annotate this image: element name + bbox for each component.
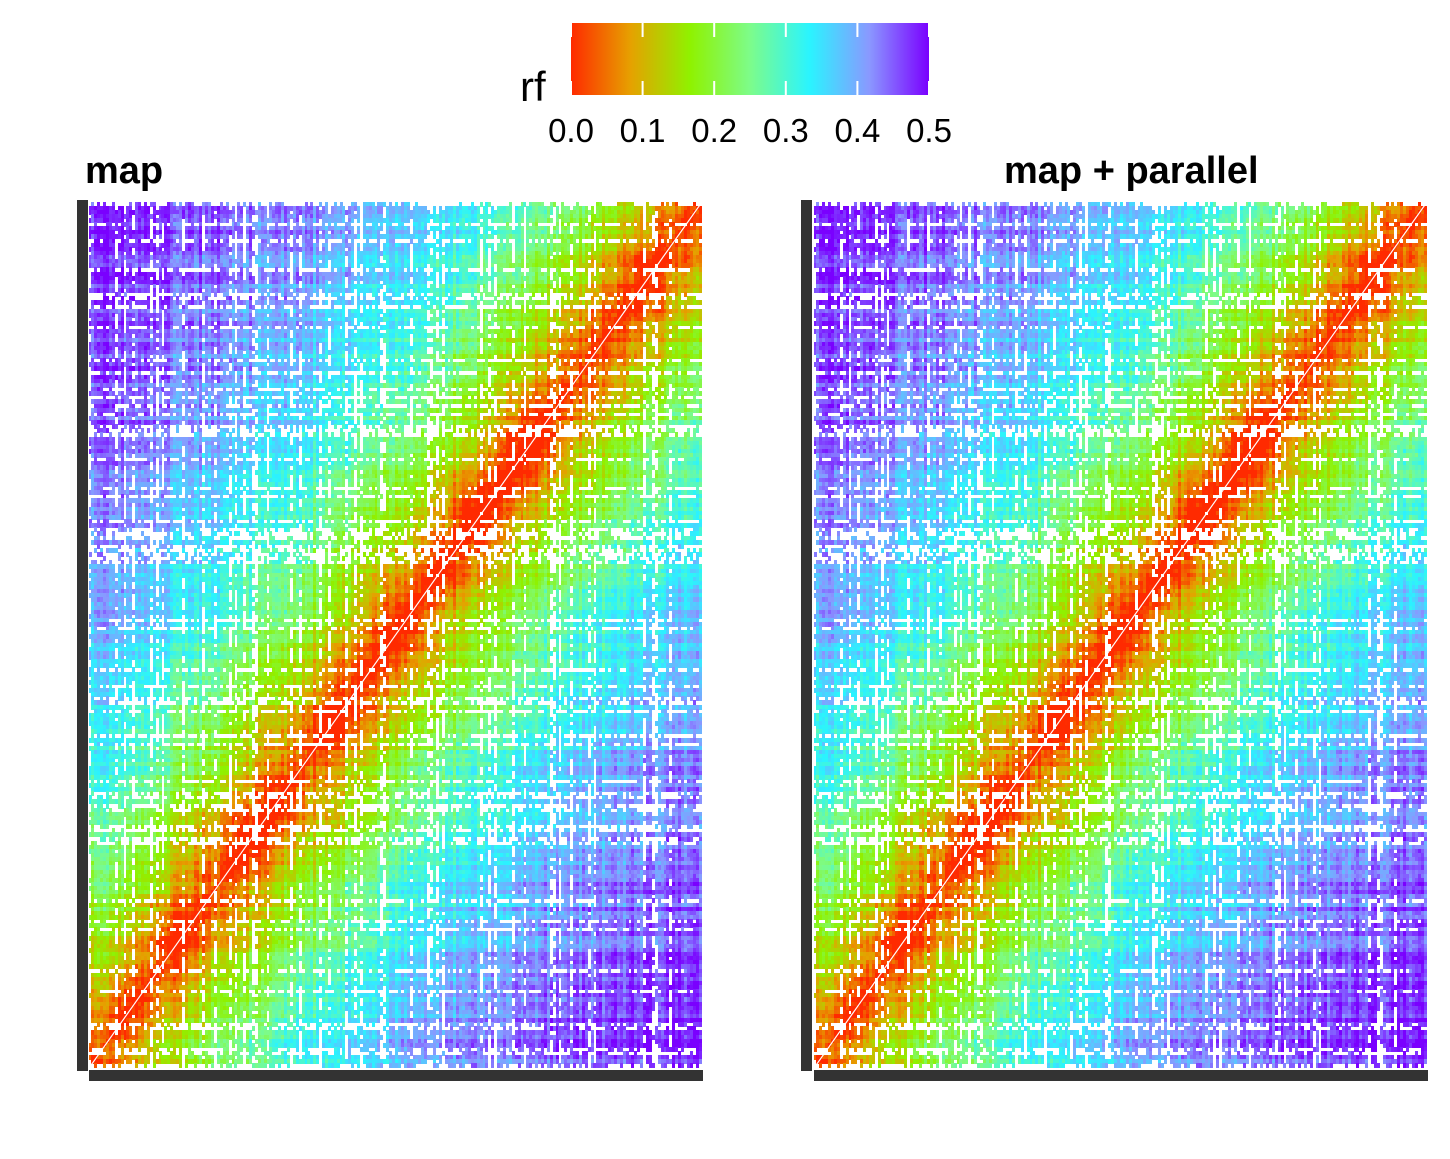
legend-gradient-rect: [571, 23, 929, 95]
rf-legend: rf 0.0 0.1 0.2 0.3 0.4 0.5: [0, 0, 1450, 150]
legend-colorbar: [571, 23, 929, 95]
heatmap-canvas-map-parallel: [814, 202, 1427, 1068]
legend-tick-label: 0.3: [762, 112, 809, 149]
legend-tick-label: 0.1: [619, 112, 666, 149]
legend-tick-label: 0.0: [548, 112, 594, 149]
legend-tick-label: 0.5: [906, 112, 952, 149]
panel-title-map-parallel: map + parallel: [1004, 150, 1259, 192]
x-axis-line-map-parallel: [814, 1070, 1428, 1081]
y-axis-line-map: [77, 200, 88, 1071]
legend-title: rf: [520, 63, 546, 110]
y-axis-line-map-parallel: [801, 200, 812, 1071]
legend-tick-label: 0.2: [691, 112, 738, 149]
panel-title-map: map: [85, 150, 164, 192]
heatmap-panel-map: [89, 202, 702, 1068]
heatmap-canvas-map: [89, 202, 702, 1068]
x-axis-line-map: [89, 1070, 703, 1081]
heatmap-panel-map-parallel: [814, 202, 1427, 1068]
legend-tick-label: 0.4: [834, 112, 881, 149]
